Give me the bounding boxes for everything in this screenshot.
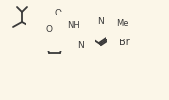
Text: N: N (78, 40, 84, 50)
Text: O: O (45, 26, 53, 34)
Text: Br: Br (119, 37, 129, 47)
Text: O: O (54, 10, 62, 18)
Text: N: N (52, 32, 58, 40)
Text: N: N (97, 16, 103, 26)
Text: O: O (37, 22, 43, 30)
Text: Me: Me (116, 20, 128, 28)
Text: NH: NH (67, 22, 79, 30)
